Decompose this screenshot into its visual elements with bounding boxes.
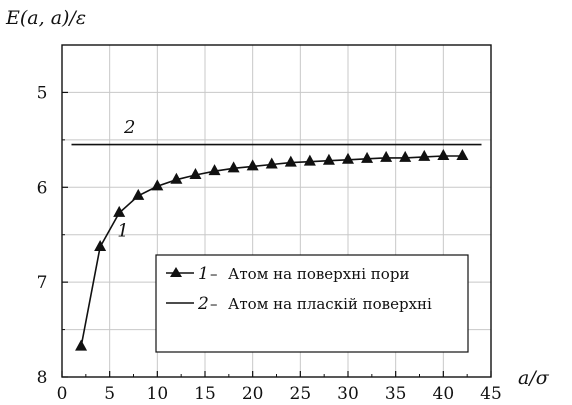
series-1-triangle-point [151, 179, 164, 191]
series-1-triangle-point [437, 148, 450, 160]
series-1-triangle-point [94, 240, 107, 252]
x-axis-title: a/σ [518, 367, 550, 389]
y-tick-label: 6 [37, 178, 48, 198]
y-tick-label: 8 [37, 368, 48, 388]
series-1-triangle-point [361, 151, 374, 163]
curve-label-1: 1 [117, 221, 128, 242]
series-1-triangle-point [246, 159, 259, 171]
series-1-triangle-point [75, 339, 88, 351]
curve-annotations: 12 [117, 117, 135, 241]
legend-dash-2: – [210, 295, 218, 313]
series-1-triangle-point [265, 157, 278, 169]
series-1-triangle-point [208, 164, 221, 176]
x-tick-label: 0 [57, 384, 68, 404]
x-tick-label: 35 [385, 384, 407, 404]
legend-label-1: Атом на поверхні пори [228, 265, 409, 283]
y-axis-title: E(a, a)/ε [5, 7, 86, 29]
series-1-triangle-point [113, 205, 126, 217]
series-1-triangle-point [284, 155, 297, 167]
series-1-triangle-point [399, 150, 412, 162]
y-tick-label: 5 [37, 83, 48, 103]
legend-item-2: 2 – Атом на пласкій поверхні [166, 294, 432, 314]
series-1-triangle-point [322, 153, 335, 165]
series-1-triangle-point [380, 150, 393, 162]
series-1-triangle-point [227, 161, 240, 173]
legend-number-1: 1 [198, 264, 209, 284]
y-tick-label: 7 [37, 273, 48, 293]
x-tick-label: 40 [433, 384, 455, 404]
x-tick-label: 45 [480, 384, 502, 404]
legend-label-2: Атом на пласкій поверхні [228, 295, 432, 313]
legend-triangle-marker-icon [170, 267, 182, 277]
x-tick-label: 10 [147, 384, 169, 404]
legend-dash-1: – [210, 265, 218, 283]
series-1-triangle-point [132, 188, 145, 200]
axis-ticks [61, 91, 492, 378]
x-tick-label: 5 [104, 384, 115, 404]
x-tick-label: 25 [290, 384, 312, 404]
series-1-triangle-point [303, 154, 316, 166]
axis-tick-labels: 0 5 10 15 20 25 30 35 40 45 5 6 7 8 [37, 83, 502, 404]
x-tick-label: 15 [194, 384, 216, 404]
series-1-triangle-point [418, 149, 431, 161]
x-tick-label: 20 [242, 384, 264, 404]
legend-item-1: 1 – Атом на поверхні пори [166, 264, 409, 284]
legend-box [155, 254, 469, 353]
series-1-triangle-point [189, 167, 202, 179]
legend-number-2: 2 [197, 294, 209, 314]
series-markers [75, 148, 469, 351]
curve-label-2: 2 [123, 117, 135, 138]
series-1-triangle-point [342, 152, 354, 164]
series-1-triangle-point [456, 148, 469, 160]
x-tick-label: 30 [337, 384, 359, 404]
legend: 1 – Атом на поверхні пори 2 – Атом на пл… [155, 254, 469, 353]
series-1-triangle-point [170, 172, 183, 184]
